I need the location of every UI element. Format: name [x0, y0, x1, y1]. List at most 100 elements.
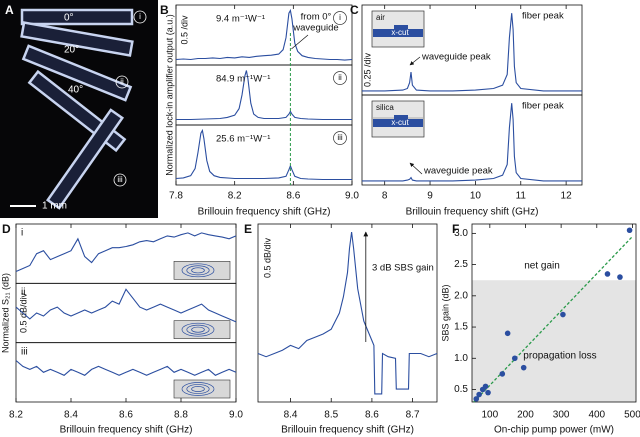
inset-spiral	[181, 382, 215, 396]
data-point	[499, 371, 506, 377]
panel-a: A 0° 20° 40° i ii iii 1 mm	[0, 0, 158, 218]
data-point	[560, 311, 566, 318]
panel-label: B	[160, 3, 169, 17]
waveguide-tag: i	[139, 12, 141, 21]
angle-label: 20°	[64, 45, 79, 56]
inset-spiral	[191, 386, 205, 392]
x-tick-label: 9	[427, 191, 433, 202]
annotation: net gain	[524, 261, 560, 272]
tag-circle	[333, 71, 347, 85]
x-tick-label: 8.6	[365, 410, 379, 421]
x-tick-label: 9.0	[345, 191, 359, 202]
panel-tag: iii	[337, 133, 343, 142]
waveguide-tag: ii	[120, 77, 124, 86]
x-tick-label: 7.8	[169, 191, 183, 202]
x-tick-label: 12	[561, 191, 573, 202]
panel-label: E	[244, 222, 252, 236]
x-tick-label: 200	[517, 410, 534, 421]
angle-label: 40°	[68, 85, 83, 96]
annotation: from 0°	[301, 12, 332, 23]
inset-slab	[373, 29, 423, 37]
annotation: propagation loss	[523, 351, 596, 362]
plot-frame	[15, 342, 237, 403]
panel-label: D	[2, 222, 11, 236]
x-tick-label: 8.2	[228, 191, 242, 202]
fit-line	[473, 236, 633, 403]
spectrum-line	[175, 128, 352, 181]
data-point	[520, 364, 527, 371]
y-tick-label: 1.0	[454, 353, 468, 364]
x-tick-label: 11	[516, 191, 527, 202]
annotation: 25.6 m⁻¹W⁻¹	[216, 134, 270, 145]
y-axis-label: Normalized lock-in amplifier output (a.u…	[164, 14, 174, 176]
x-axis-label: On-chip pump power (mW)	[494, 425, 614, 436]
y-tick-label: 2.5	[454, 259, 468, 270]
scale-bar-label: 1 mm	[42, 201, 67, 212]
inset-spiral	[181, 322, 215, 337]
plot-frame	[361, 94, 583, 186]
inset-slab	[373, 119, 423, 127]
x-tick-label: 8.4	[284, 410, 298, 421]
inset-spiral	[191, 267, 205, 274]
spectrum-line	[362, 103, 582, 182]
data-point	[485, 389, 491, 396]
panel-label: A	[5, 3, 14, 17]
panel-tag: i	[339, 13, 341, 22]
inset-spiral	[186, 265, 210, 276]
spectrum-line	[175, 8, 353, 61]
panel-label: C	[350, 3, 359, 17]
x-tick-label: 8.7	[406, 410, 420, 421]
x-axis-label: Brillouin frequency shift (GHz)	[406, 207, 539, 218]
annotation: waveguide peak	[421, 52, 491, 63]
data-point	[482, 383, 489, 390]
panel-tag: i	[21, 228, 23, 239]
waveguide-tag: iii	[117, 175, 123, 184]
scale-label: 0.25 /div	[362, 52, 372, 87]
inset-spiral	[186, 384, 210, 394]
panel-label: F	[452, 222, 459, 236]
spectrum-line	[257, 232, 438, 395]
data-point	[476, 391, 482, 398]
y-tick-label: 0.5	[454, 384, 468, 395]
annotation: fiber peak	[522, 101, 564, 112]
x-axis-label: Brillouin frequency shift (GHz)	[198, 207, 331, 218]
scale-label: 0.5 /div	[179, 15, 189, 45]
x-tick-label: 500	[624, 410, 640, 421]
x-tick-label: 300	[553, 410, 570, 421]
y-tick-label: 3.0	[454, 228, 468, 239]
x-tick-label: 10	[470, 191, 482, 202]
shaded-region	[472, 280, 636, 402]
y-tick-label: 1.5	[454, 322, 468, 333]
inset-label: x-cut	[391, 118, 409, 127]
x-tick-label: 9.0	[229, 410, 243, 421]
inset-box	[173, 261, 231, 280]
x-tick-label: 100	[481, 410, 498, 421]
annotation-line	[291, 34, 309, 50]
data-point	[473, 396, 480, 402]
spectrum-line	[15, 360, 237, 376]
inset-ridge	[394, 115, 408, 119]
data-point	[617, 274, 623, 280]
x-tick-label: 8.6	[119, 410, 133, 421]
scale-label: 0.5 dB/div	[262, 237, 272, 278]
y-axis-label: SBS gain (dB)	[440, 284, 450, 341]
plot-frame	[175, 124, 353, 186]
y-tick-label: 2.0	[454, 290, 468, 301]
annotation: waveguide peak	[423, 166, 493, 177]
data-point	[504, 330, 511, 337]
data-point	[511, 355, 518, 362]
x-tick-label: 8.6	[286, 191, 300, 202]
inset-spiral	[181, 263, 215, 278]
x-tick-label: 8.4	[64, 410, 78, 421]
inset-label: x-cut	[391, 28, 409, 37]
data-point	[604, 271, 611, 277]
x-tick-label: 8	[382, 191, 388, 202]
annotation: 3 dB SBS gain	[372, 263, 434, 274]
y-axis-label: Normalized S₂₁ (dB)	[0, 273, 10, 353]
panel-tag: ii	[21, 287, 25, 298]
x-tick-label: 8.8	[174, 410, 188, 421]
x-tick-label: 8.5	[324, 410, 338, 421]
inset-box	[173, 320, 231, 339]
annotation: 9.4 m⁻¹W⁻¹	[216, 14, 265, 25]
